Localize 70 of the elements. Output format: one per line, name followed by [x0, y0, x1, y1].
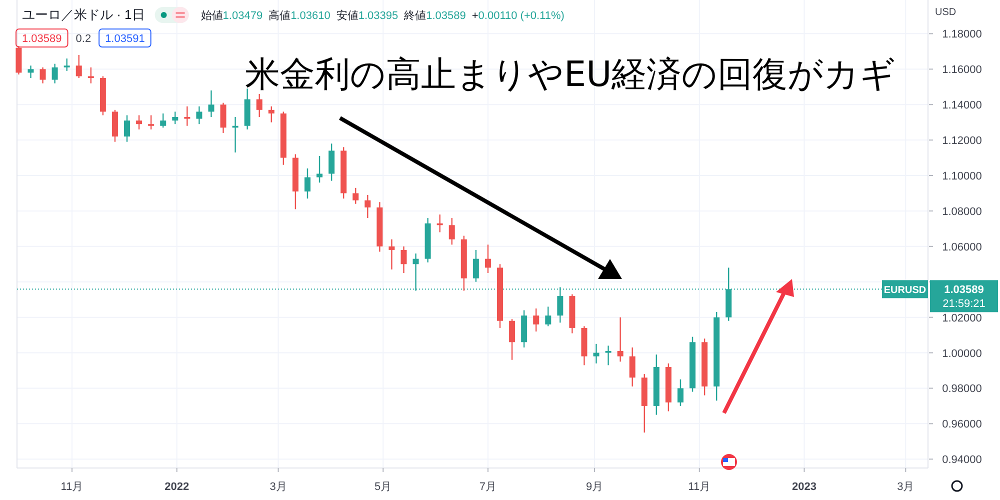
candlestick [136, 114, 142, 130]
candlestick [448, 217, 455, 246]
candlestick [76, 54, 82, 79]
x-tick-label: 11月 [60, 481, 84, 493]
candlestick [545, 306, 552, 327]
x-tick-label: 9月 [586, 481, 604, 493]
candlestick [484, 244, 491, 274]
x-tick-label: 11月 [688, 481, 711, 493]
y-tick-label: 1.14000 [942, 100, 982, 112]
candlestick [593, 343, 600, 364]
candlestick [208, 90, 214, 118]
x-tick-label: 2023 [792, 481, 816, 493]
candlestick [472, 249, 479, 282]
candlestick [364, 194, 371, 219]
annotation: ユーロ／米ドル · 1日 [22, 7, 145, 22]
candlestick [352, 187, 359, 204]
candlestick [64, 58, 70, 72]
y-tick-label: 1.02000 [942, 312, 982, 324]
y-tick-label: 1.00000 [942, 348, 982, 360]
y-axis-title: USD [935, 7, 956, 18]
candlestick [388, 238, 395, 270]
y-tick-label: 1.10000 [942, 170, 982, 182]
candlestick [509, 318, 516, 360]
candlestick [40, 66, 46, 84]
x-tick-label: 3月 [270, 481, 287, 493]
y-tick-label: 1.08000 [942, 206, 982, 218]
candlestick [268, 106, 274, 123]
annotation: EURUSD [884, 285, 926, 296]
candlestick [172, 111, 178, 125]
annotation: 終値1.03589 [403, 10, 466, 22]
candlestick [677, 378, 684, 407]
annotation: +0.00110 (+0.11%) [472, 10, 564, 22]
x-tick-label: 3月 [897, 481, 914, 493]
annotation: 始値1.03479 [200, 10, 263, 22]
candlestick [28, 64, 34, 79]
annotation: 1.03589 [22, 33, 62, 45]
candlestick [52, 63, 58, 84]
y-tick-label: 1.06000 [942, 241, 982, 254]
x-tick-label: 7月 [479, 481, 497, 493]
candlestick [160, 112, 166, 128]
candlestick [256, 93, 262, 118]
annotation: 高値1.03610 [268, 9, 330, 22]
candlestick [148, 114, 154, 130]
candlestick [533, 308, 540, 332]
candlestick [184, 106, 190, 126]
y-tick-label: 1.12000 [942, 135, 982, 148]
x-tick-label: 2022 [164, 481, 190, 493]
y-tick-label: 1.16000 [942, 64, 982, 76]
ref-line-label: 1.03589 [944, 284, 984, 296]
y-tick-label: 0.98000 [942, 383, 982, 396]
candlestick [629, 346, 636, 388]
text: 米金利の高止まりやEU経済の回復がカギ [245, 55, 896, 95]
candlestick [304, 168, 310, 200]
annotation: 1.03591 [105, 33, 145, 45]
y-tick-label: 1.18000 [942, 28, 982, 41]
candlestick [617, 316, 624, 362]
candlestick [196, 106, 202, 125]
annotation: 0.2 [76, 33, 92, 45]
candlestick [88, 66, 94, 84]
annotation: 安値1.03395 [336, 9, 398, 22]
candlestick [316, 155, 323, 184]
candlestick [328, 142, 335, 182]
x-tick-label: 5月 [374, 481, 392, 493]
text: 21:59:21 [942, 298, 986, 310]
y-tick-label: 0.94000 [942, 454, 982, 466]
candlestick [124, 114, 130, 142]
candlestick [400, 246, 407, 274]
candlestick [220, 102, 226, 134]
candlestick [605, 345, 612, 366]
y-tick-label: 0.96000 [942, 418, 982, 431]
